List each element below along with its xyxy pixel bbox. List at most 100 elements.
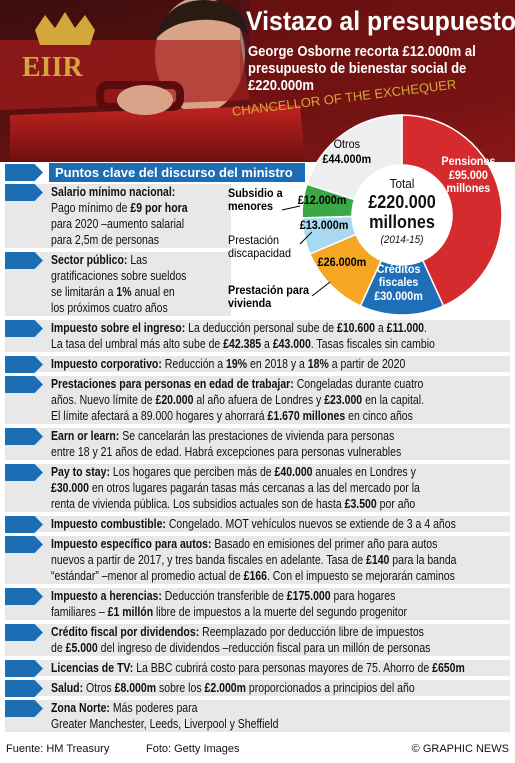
arrow xyxy=(5,164,43,181)
item: Crédito fiscal por dividendos: Reemplaza… xyxy=(5,624,510,656)
item-text: renta de vivienda pública. Los subsidios… xyxy=(51,497,345,511)
connector xyxy=(281,205,301,211)
item-line: Impuesto a herencias: Deducción transfer… xyxy=(51,588,437,604)
center-text: (2014-15) xyxy=(380,234,424,246)
item-list: Salario mínimo nacional: Pago mínimo de £… xyxy=(5,184,510,736)
item-line: £30.000 en otros lugares pagarán tasas m… xyxy=(51,480,437,496)
value-label: £26.000m xyxy=(317,255,367,269)
item-text: al año afuera de Londres y xyxy=(193,393,325,407)
item-text: para hogares xyxy=(330,589,396,603)
item-bold: £5.000 xyxy=(65,641,98,655)
hole xyxy=(353,166,451,264)
item: Salud: Otros £8.000m sobre los £2.000m p… xyxy=(5,680,510,697)
item-line: gratificaciones sobre sueldos xyxy=(51,268,202,284)
item-bold: £8.000m xyxy=(114,681,157,695)
item-line: entre 18 y 21 años de edad. Habrá excepc… xyxy=(51,444,437,460)
connector xyxy=(299,231,313,245)
item-bold: 18% xyxy=(307,357,329,371)
arrow xyxy=(5,516,43,533)
item: Impuesto combustible: Congelado. MOT veh… xyxy=(5,516,510,533)
item-bold: Impuesto a herencias: xyxy=(51,589,162,603)
section-title: Puntos clave del discurso del ministro xyxy=(49,163,305,182)
item-line: El límite afectará a 89.000 hogares y ah… xyxy=(51,408,437,424)
item-text: en otros lugares pagarán tasas más cerca… xyxy=(88,481,420,495)
item-text: . Tasas fiscales sin cambio xyxy=(310,337,435,351)
item-line: Greater Manchester, Leeds, Liverpool y S… xyxy=(51,716,437,732)
source: Fuente: HM Treasury xyxy=(6,743,110,755)
arrow xyxy=(5,356,43,373)
item-bold: Pay to stay: xyxy=(51,465,110,479)
credit: © GRAPHIC NEWS xyxy=(411,743,509,755)
category-label: Pensiones xyxy=(441,154,496,168)
item-line: se limitarán a 1% anual en xyxy=(51,284,202,300)
item-bold: £3.500 xyxy=(344,497,377,511)
item-line: Salud: Otros £8.000m sobre los £2.000m p… xyxy=(51,680,437,696)
value-label: £12.000m xyxy=(297,193,347,207)
arrow xyxy=(5,184,43,201)
title: Vistazo al presupuesto xyxy=(246,6,515,36)
arrow xyxy=(5,700,43,717)
arrow xyxy=(5,252,43,269)
item-bold: £175.000 xyxy=(286,589,331,603)
value-label: £30.000m xyxy=(374,289,423,303)
item: Impuesto a herencias: Deducción transfer… xyxy=(5,588,510,620)
item-line: nuevos a partir de 2017, y tres banda fi… xyxy=(51,552,457,568)
item-text: La BBC cubrirá costo para personas mayor… xyxy=(133,661,433,675)
item-line: Salario mínimo nacional: xyxy=(51,184,202,200)
item-bold: Earn or learn: xyxy=(51,429,120,443)
item-text: anuales en Londres y xyxy=(312,465,416,479)
item-bold: £166 xyxy=(243,569,267,583)
center-text: Total xyxy=(389,176,415,191)
item-line: Pay to stay: Los hogares que perciben má… xyxy=(51,464,437,480)
item-text: Congelado. MOT vehículos nuevos se extie… xyxy=(165,517,456,531)
item-text: gratificaciones sobre sueldos xyxy=(51,269,187,283)
item-line: años. Nuevo límite de £20.000 al año afu… xyxy=(51,392,437,408)
item-text: Deducción transferible de xyxy=(161,589,287,603)
item-bold: £30.000 xyxy=(51,481,89,495)
item: Earn or learn: Se cancelarán las prestac… xyxy=(5,428,510,460)
subtitle: George Osborne recorta £12.000m al presu… xyxy=(248,44,476,94)
item-bold: Impuesto específico para autos: xyxy=(51,537,212,551)
item-bold: £11.000 xyxy=(386,321,425,335)
item-line: Impuesto sobre el ingreso: La deducción … xyxy=(51,320,437,336)
value-label: £95.000 millones xyxy=(446,168,491,195)
item-line: para 2,5m de personas xyxy=(51,232,202,248)
item-text: en 2018 y a xyxy=(247,357,308,371)
header-photo: EIIR CHANCELLOR OF THE EXCHEQUER Vistazo… xyxy=(0,0,515,162)
item: Licencias de TV: La BBC cubrirá costo pa… xyxy=(5,660,510,677)
item-bold: Salario mínimo nacional: xyxy=(51,185,176,199)
arrow xyxy=(5,588,43,605)
item-text: a partir de 2020 xyxy=(328,357,406,371)
item-line: Impuesto corporativo: Reducción a 19% en… xyxy=(51,356,437,372)
item-bold: Impuesto corporativo: xyxy=(51,357,162,371)
section-header: Puntos clave del discurso del ministro xyxy=(5,163,305,182)
item-text: El límite afectará a 89.000 hogares y ah… xyxy=(51,409,268,423)
item-text: años. Nuevo límite de xyxy=(51,393,156,407)
item-bold: £20.000 xyxy=(155,393,194,407)
item-bold: Crédito fiscal por dividendos: xyxy=(51,625,200,639)
item-bold: £650m xyxy=(432,661,465,675)
item: Impuesto sobre el ingreso: La deducción … xyxy=(5,320,510,352)
item-bold: Impuesto sobre el ingreso: xyxy=(51,321,186,335)
item-bold: Zona Norte: xyxy=(51,701,110,715)
item-line: los próximos cuatro años xyxy=(51,300,202,316)
item-line: familiares – £1 millón libre de impuesto… xyxy=(51,604,437,620)
item: Salario mínimo nacional: Pago mínimo de £… xyxy=(5,184,231,248)
item-bold: Salud: xyxy=(51,681,84,695)
item-text: nuevos a partir de 2017, y tres banda fi… xyxy=(51,553,367,567)
item-text: para 2020 –aumento salarial xyxy=(51,217,185,231)
item-text: los próximos cuatro años xyxy=(51,301,168,315)
item-line: Zona Norte: Más poderes para xyxy=(51,700,437,716)
footer: Fuente: HM Treasury Foto: Getty Images ©… xyxy=(6,743,509,759)
item-text: Más poderes para xyxy=(109,701,198,715)
item-bold: £140 xyxy=(366,553,390,567)
item: Zona Norte: Más poderes para Greater Manc… xyxy=(5,700,510,732)
item-line: para 2020 –aumento salarial xyxy=(51,216,202,232)
item-line: Crédito fiscal por dividendos: Reemplaza… xyxy=(51,624,437,640)
category-label: Prestación para vivienda xyxy=(228,283,310,310)
arrow xyxy=(5,464,43,481)
item-text: anual en xyxy=(131,285,175,299)
item-text: Greater Manchester, Leeds, Liverpool y S… xyxy=(51,717,279,731)
item-line: Sector público: Las xyxy=(51,252,202,268)
